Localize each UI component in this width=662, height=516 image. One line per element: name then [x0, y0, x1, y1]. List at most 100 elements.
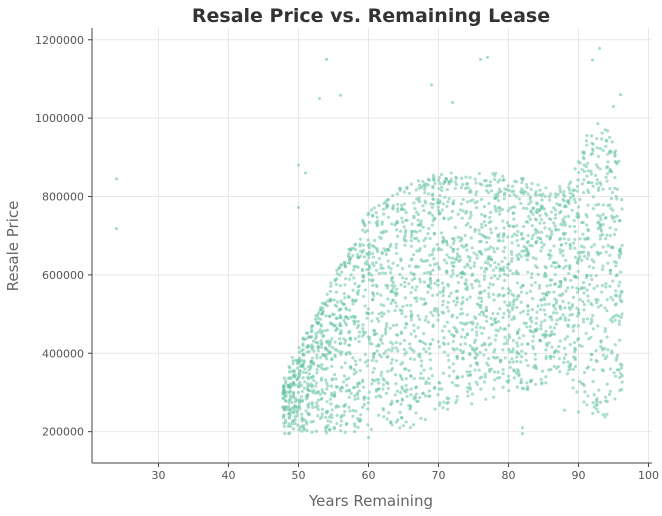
data-point [431, 219, 435, 223]
data-point [418, 229, 422, 233]
data-point [302, 353, 306, 357]
data-point [469, 210, 473, 215]
data-point [349, 364, 353, 369]
data-point [342, 413, 346, 417]
data-point [401, 276, 405, 280]
data-point [459, 342, 463, 347]
axes-layer [91, 28, 652, 464]
data-point [489, 258, 494, 262]
data-point [581, 280, 586, 285]
data-point [447, 217, 451, 221]
data-point [614, 374, 618, 378]
data-point [356, 416, 360, 421]
data-point [585, 256, 589, 261]
data-point [324, 378, 328, 382]
data-point [582, 151, 586, 156]
data-point [410, 285, 414, 289]
data-point [618, 375, 622, 380]
data-point [484, 397, 488, 401]
data-point [413, 288, 418, 292]
data-point [389, 267, 393, 271]
data-point [562, 205, 567, 209]
data-point [552, 282, 557, 286]
data-point [483, 270, 487, 274]
data-point [298, 407, 302, 411]
data-point [561, 217, 565, 222]
data-point [515, 233, 519, 237]
data-point [484, 348, 488, 352]
data-point [439, 248, 444, 252]
data-point [360, 267, 364, 271]
data-point [423, 318, 428, 322]
data-point [603, 306, 607, 310]
data-point [470, 392, 474, 396]
data-point [508, 360, 512, 364]
data-point [352, 422, 357, 426]
data-point [618, 270, 622, 274]
data-point [362, 402, 366, 407]
data-point [333, 278, 337, 282]
data-point [426, 183, 430, 187]
data-point [436, 198, 440, 202]
data-point [312, 339, 316, 343]
data-point [346, 317, 350, 321]
data-point [455, 289, 460, 293]
data-point [506, 308, 510, 312]
data-point [570, 208, 574, 212]
data-point [374, 395, 378, 399]
data-point [447, 365, 451, 369]
data-point [295, 410, 299, 415]
data-point [480, 222, 484, 227]
data-point [600, 290, 604, 294]
data-point [611, 298, 615, 302]
data-point [287, 404, 291, 409]
data-point [440, 208, 445, 212]
data-point [536, 183, 540, 187]
data-point [451, 346, 455, 351]
data-point [446, 200, 450, 204]
data-point [287, 416, 292, 420]
data-point [585, 133, 589, 138]
data-point [593, 173, 598, 178]
data-point [470, 246, 474, 250]
y-tick-label: 200000 [42, 426, 84, 439]
data-point [496, 180, 500, 184]
data-point [370, 319, 374, 323]
data-point [502, 232, 506, 236]
data-point [477, 280, 481, 284]
data-point [431, 184, 435, 188]
data-point [356, 256, 360, 260]
data-point [330, 358, 334, 362]
data-point [423, 342, 428, 346]
data-point [358, 244, 362, 248]
data-point [423, 418, 427, 422]
data-point [461, 356, 465, 360]
data-point [361, 323, 365, 327]
data-point [419, 359, 424, 363]
data-point [491, 246, 495, 251]
data-point [305, 428, 309, 433]
data-point [427, 389, 431, 393]
data-point [547, 290, 552, 295]
data-point [357, 289, 361, 293]
data-point [447, 329, 451, 333]
data-point [445, 396, 449, 400]
data-point [590, 319, 594, 324]
outlier-point [591, 58, 594, 62]
data-point [461, 296, 465, 300]
data-point [582, 178, 586, 182]
data-point [558, 248, 562, 252]
data-point [316, 313, 320, 317]
data-point [431, 249, 435, 253]
data-point [558, 187, 562, 191]
data-point [328, 397, 333, 401]
data-point [508, 349, 512, 354]
data-point [324, 314, 328, 318]
data-point [601, 413, 605, 417]
data-point [617, 284, 621, 288]
data-point [507, 314, 511, 318]
data-point [454, 182, 459, 187]
data-point [568, 224, 572, 229]
data-point [515, 385, 519, 389]
data-point [282, 385, 287, 389]
